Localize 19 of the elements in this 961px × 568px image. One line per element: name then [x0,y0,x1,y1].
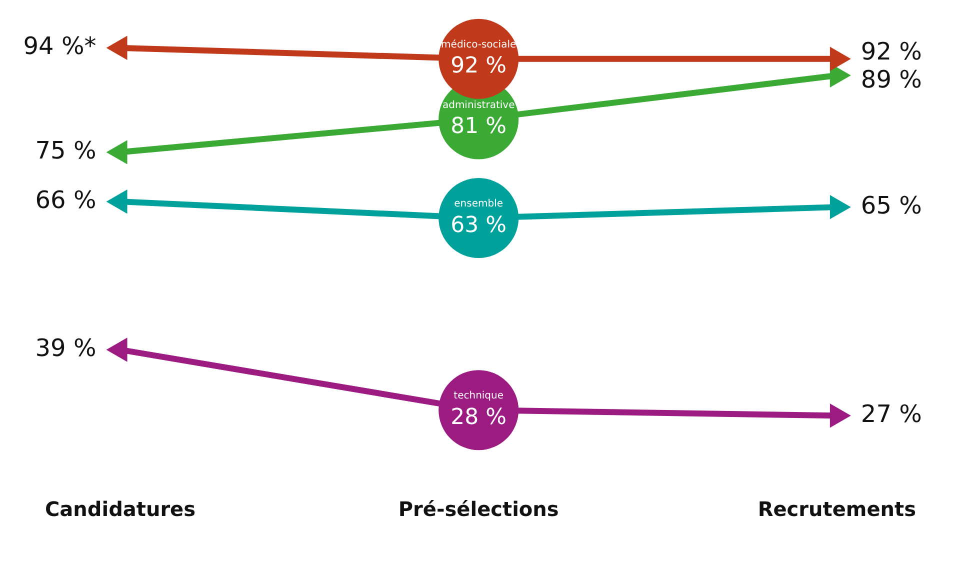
x-tick-label: Candidatures [45,497,196,522]
x-tick-label: Recrutements [758,497,916,522]
x-tick-label: Pré-sélections [398,497,559,522]
data-label: 63 % [450,212,507,238]
data-label: 81 % [450,114,507,139]
data-label: 66 % [35,186,96,214]
data-label: 27 % [860,400,922,428]
data-label: 28 % [450,404,507,430]
data-label: 65 % [860,191,922,220]
data-label: 94 %* [23,32,96,60]
data-label: 92 % [860,37,922,66]
series-label: administrative [442,100,515,111]
series-label: technique [454,390,504,402]
data-label: 75 % [35,136,96,164]
data-label: 92 % [450,54,507,79]
series-label: médico-sociale [441,39,516,50]
data-label: 39 % [35,334,96,362]
data-label: 89 % [860,65,922,94]
series-label: ensemble [454,198,504,210]
